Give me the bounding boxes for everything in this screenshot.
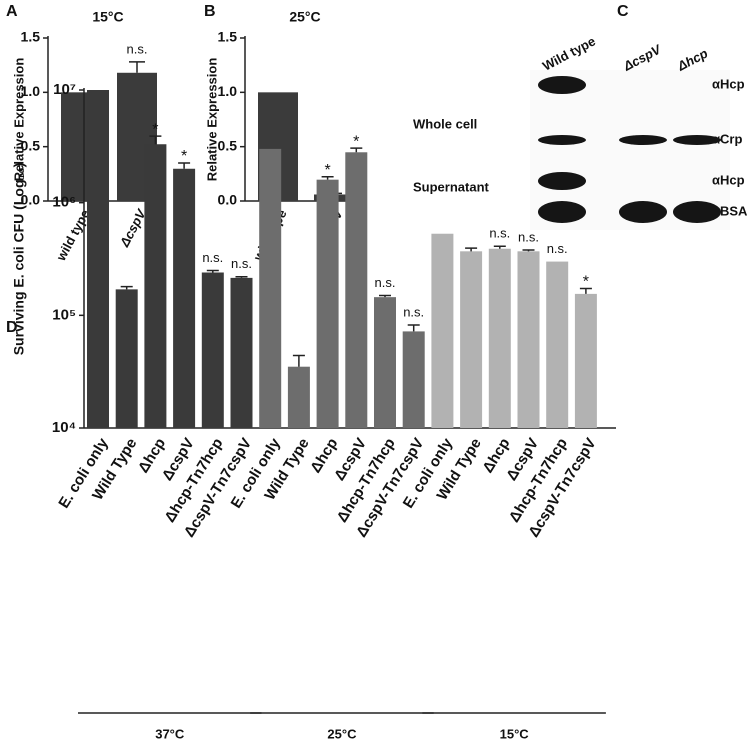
y-tick-label: 1.0 bbox=[21, 83, 41, 99]
bar bbox=[287, 366, 310, 428]
group-label: 25°C bbox=[327, 726, 357, 741]
antibody-label: αHcp bbox=[712, 172, 745, 187]
y-tick-label: 0.5 bbox=[218, 137, 238, 153]
y-tick-label: 1.5 bbox=[21, 29, 41, 45]
bar bbox=[431, 233, 454, 428]
bar bbox=[316, 179, 339, 428]
error-bar bbox=[292, 354, 305, 367]
section-label: Whole cell bbox=[413, 116, 477, 131]
panel-letter: C bbox=[617, 3, 629, 20]
bar bbox=[201, 272, 224, 428]
significance-label: * bbox=[353, 133, 359, 150]
significance-label: n.s. bbox=[231, 256, 252, 271]
error-bar bbox=[120, 285, 133, 290]
antibody-label: αCrp bbox=[712, 131, 742, 146]
y-tick-label: 0.0 bbox=[21, 192, 41, 208]
blot-band bbox=[538, 76, 586, 94]
blot-band bbox=[619, 201, 667, 223]
bar bbox=[144, 144, 167, 428]
significance-label: n.s. bbox=[518, 229, 539, 244]
y-tick-label: 10⁴ bbox=[52, 419, 76, 436]
significance-label: n.s. bbox=[127, 41, 148, 56]
bar bbox=[115, 289, 138, 428]
blot-band bbox=[538, 201, 586, 223]
panel-letter: B bbox=[204, 3, 216, 20]
bar bbox=[488, 248, 511, 428]
error-bar bbox=[465, 247, 478, 252]
y-tick-label: 0.0 bbox=[218, 192, 238, 208]
error-bar bbox=[407, 324, 420, 332]
error-bar bbox=[350, 147, 363, 153]
bar bbox=[546, 261, 569, 428]
significance-label: * bbox=[324, 162, 330, 179]
lane-label: ΔcspV bbox=[620, 41, 664, 74]
bar bbox=[173, 168, 196, 429]
significance-label: * bbox=[583, 274, 589, 291]
significance-label: * bbox=[181, 148, 187, 165]
error-bar bbox=[149, 135, 162, 145]
bar bbox=[374, 297, 396, 428]
panel-title: 15°C bbox=[92, 9, 123, 25]
significance-label: n.s. bbox=[202, 250, 223, 265]
lane-label: Wild type bbox=[540, 33, 598, 73]
y-axis-label: Surviving E. coli CFU (Log₁₀) bbox=[11, 163, 27, 356]
blot-band bbox=[538, 135, 586, 145]
x-tick-label: wild type bbox=[53, 207, 93, 264]
blot-band bbox=[619, 135, 667, 145]
lane-label: Δhcp bbox=[674, 45, 710, 74]
bar bbox=[87, 90, 109, 428]
error-bar bbox=[206, 269, 219, 273]
y-tick-label: 0.5 bbox=[21, 137, 41, 153]
group-label: 37°C bbox=[155, 726, 185, 741]
y-axis-label: Relative Expression bbox=[204, 58, 219, 182]
error-bar bbox=[579, 287, 592, 294]
panel-letter: D bbox=[6, 319, 18, 336]
antibody-label: αBSA bbox=[712, 203, 748, 218]
bar bbox=[259, 148, 282, 428]
significance-label: n.s. bbox=[547, 241, 568, 256]
bar bbox=[402, 331, 425, 428]
bar bbox=[230, 277, 253, 428]
blot-band bbox=[673, 135, 721, 145]
y-tick-label: 10⁵ bbox=[52, 306, 76, 323]
bar bbox=[574, 293, 597, 428]
panel-title: 25°C bbox=[289, 9, 320, 25]
y-axis-label: Relative Expression bbox=[11, 58, 26, 182]
panel-letter: A bbox=[6, 3, 18, 20]
y-tick-label: 1.0 bbox=[218, 83, 238, 99]
error-bar bbox=[235, 276, 248, 278]
blot-band bbox=[538, 172, 586, 190]
significance-label: n.s. bbox=[403, 304, 424, 319]
bar bbox=[345, 152, 368, 428]
significance-label: n.s. bbox=[489, 226, 510, 241]
error-bar bbox=[493, 245, 506, 249]
bar bbox=[460, 251, 483, 428]
group-label: 15°C bbox=[500, 726, 530, 741]
x-tick-label: ΔcspV bbox=[116, 206, 149, 250]
error-bar bbox=[379, 294, 391, 298]
significance-label: n.s. bbox=[375, 275, 396, 290]
blot-band bbox=[673, 201, 721, 223]
bar bbox=[517, 251, 540, 428]
error-bar bbox=[522, 249, 535, 252]
significance-label: * bbox=[152, 121, 158, 138]
antibody-label: αHcp bbox=[712, 76, 745, 91]
y-tick-label: 1.5 bbox=[218, 29, 238, 45]
section-label: Supernatant bbox=[413, 179, 490, 194]
error-bar bbox=[321, 175, 334, 180]
y-tick-label: 10⁷ bbox=[53, 81, 76, 98]
y-tick-label: 10⁶ bbox=[52, 194, 76, 211]
error-bar bbox=[178, 162, 191, 169]
error-bar bbox=[129, 61, 145, 73]
